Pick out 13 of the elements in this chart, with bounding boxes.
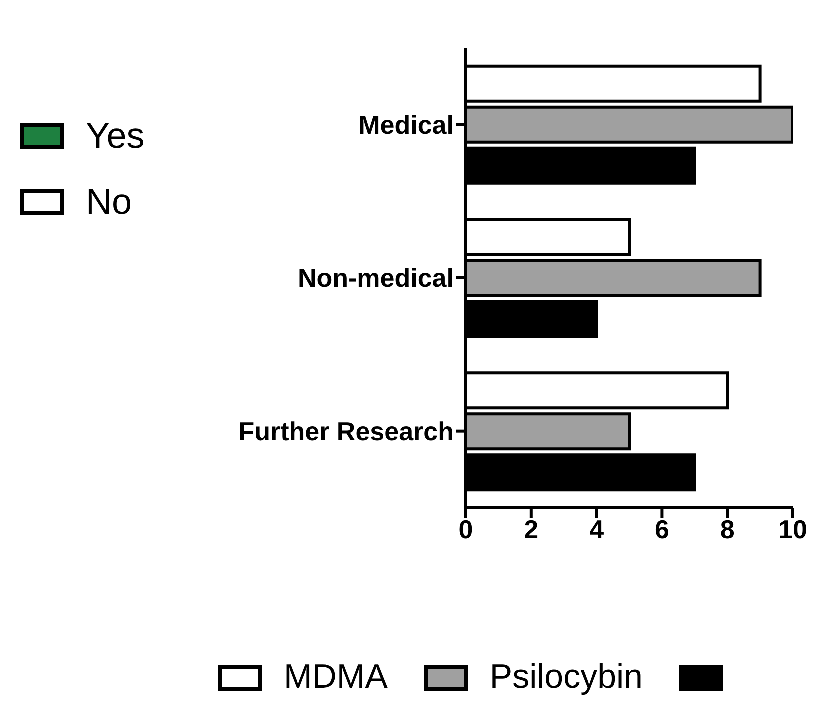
legend-label: MDMA bbox=[284, 658, 388, 697]
x-tick-label: 2 bbox=[524, 514, 539, 544]
x-tick-label: 10 bbox=[778, 514, 808, 544]
legend-label: Yes bbox=[86, 115, 145, 157]
x-tick-label: 8 bbox=[720, 514, 735, 544]
y-tick-label: Non-medical bbox=[298, 263, 454, 294]
x-tick-label: 6 bbox=[654, 514, 670, 544]
x-tick-label: 4 bbox=[590, 514, 605, 544]
legend-label: Psilocybin bbox=[490, 658, 643, 697]
y-tick-label: Medical bbox=[358, 110, 454, 140]
y-tick-label: Further Research bbox=[238, 416, 454, 447]
legend-label: No bbox=[86, 181, 132, 223]
x-tick-label: 0 bbox=[458, 514, 474, 544]
